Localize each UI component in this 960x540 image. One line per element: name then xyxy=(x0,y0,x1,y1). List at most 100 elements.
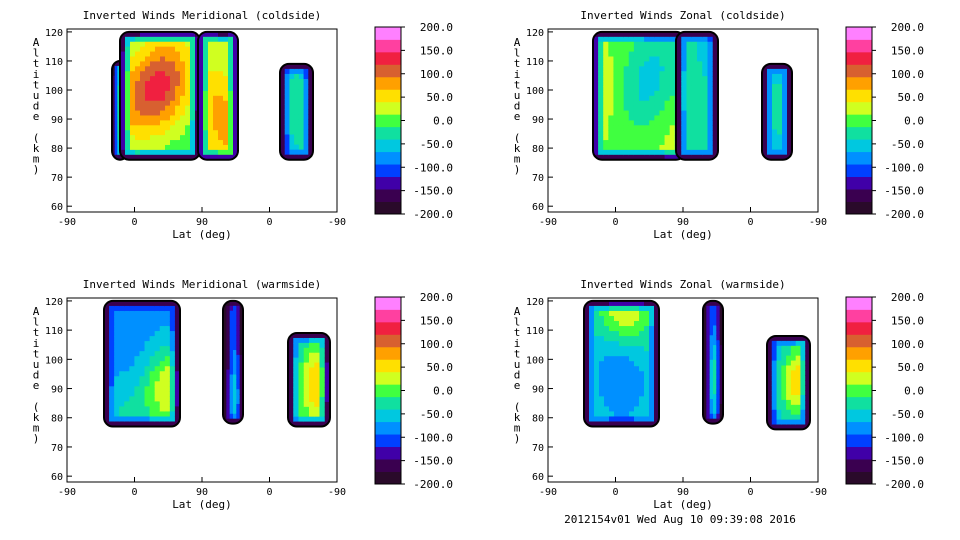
heatmap-cell xyxy=(623,36,630,43)
heatmap-cell xyxy=(676,149,682,156)
heatmap-cell xyxy=(198,36,204,43)
heatmap-cell xyxy=(639,361,645,367)
heatmap-cell xyxy=(174,321,180,327)
heatmap-cell xyxy=(114,105,118,111)
heatmap-cell xyxy=(795,385,802,391)
heatmap-cell xyxy=(644,46,650,53)
heatmap-cell xyxy=(598,61,604,67)
heatmap-cell xyxy=(203,95,209,102)
heatmap-cell xyxy=(805,355,810,362)
heatmap-cell xyxy=(767,355,773,362)
heatmap-cell xyxy=(719,389,723,395)
colorbar-tick-label: 0.0 xyxy=(433,115,453,128)
heatmap-cell xyxy=(686,95,693,102)
heatmap-cell xyxy=(223,310,227,317)
y-tick-label: 60 xyxy=(51,472,63,483)
heatmap-cell xyxy=(185,90,191,97)
heatmap-cell xyxy=(190,31,196,38)
heatmap-cell xyxy=(664,95,671,102)
heatmap-cell xyxy=(767,350,773,357)
heatmap-cell xyxy=(644,95,650,102)
heatmap-cell xyxy=(135,51,141,58)
heatmap-cell xyxy=(226,364,231,371)
heatmap-cell xyxy=(707,61,714,67)
heatmap-cell xyxy=(223,120,229,126)
heatmap-cell xyxy=(593,56,599,62)
heatmap-cell xyxy=(174,366,180,372)
heatmap-cell xyxy=(771,385,778,391)
y-tick-label: 90 xyxy=(532,115,544,126)
heatmap-cell xyxy=(314,416,321,423)
heatmap-cell xyxy=(604,376,610,382)
region-outline xyxy=(287,332,331,428)
heatmap-cell xyxy=(712,41,718,48)
heatmap-cell xyxy=(233,413,237,420)
heatmap-cell xyxy=(649,336,655,342)
heatmap-cell xyxy=(716,320,721,327)
heatmap-cell xyxy=(140,125,146,131)
heatmap-cell xyxy=(145,51,151,58)
heatmap-cell xyxy=(767,419,773,426)
heatmap-cell xyxy=(609,421,615,427)
heatmap-cell xyxy=(639,381,645,387)
heatmap-cell xyxy=(149,300,156,307)
heatmap-cell xyxy=(288,416,294,423)
heatmap-cell xyxy=(703,325,707,331)
heatmap-cell xyxy=(709,399,714,405)
heatmap-cell xyxy=(713,413,717,420)
heatmap-cell xyxy=(676,100,682,107)
heatmap-cell xyxy=(229,330,234,336)
heatmap-cell xyxy=(639,90,645,97)
heatmap-cell xyxy=(293,421,300,427)
heatmap-cell xyxy=(135,140,141,146)
heatmap-cell xyxy=(104,321,110,327)
heatmap-cell xyxy=(119,341,125,347)
heatmap-cell xyxy=(702,154,709,160)
heatmap-cell xyxy=(284,68,291,75)
heatmap-cell xyxy=(185,115,191,121)
heatmap-cell xyxy=(109,386,115,392)
heatmap-cell xyxy=(284,129,291,136)
heatmap-cell xyxy=(109,371,115,377)
heatmap-cell xyxy=(805,395,810,401)
heatmap-cell xyxy=(618,36,625,43)
heatmap-cell xyxy=(719,310,723,317)
heatmap-cell xyxy=(293,357,300,364)
heatmap-cell xyxy=(707,105,714,112)
heatmap-cell xyxy=(223,369,227,376)
heatmap-cell xyxy=(233,110,238,117)
heatmap-cell xyxy=(777,149,783,156)
y-tick-label: 60 xyxy=(51,202,63,213)
heatmap-cell xyxy=(170,125,176,131)
heatmap-cell xyxy=(154,336,161,342)
heatmap-cell xyxy=(707,90,714,97)
heatmap-cell xyxy=(623,100,630,107)
heatmap-cell xyxy=(203,115,209,121)
heatmap-cell xyxy=(767,340,773,347)
heatmap-cell xyxy=(226,349,231,356)
heatmap-cell xyxy=(223,325,227,331)
heatmap-cell xyxy=(787,99,792,105)
heatmap-cell xyxy=(619,386,625,392)
heatmap-cell xyxy=(154,386,161,392)
heatmap-cell xyxy=(149,406,156,413)
heatmap-cell xyxy=(314,401,321,408)
heatmap-cell xyxy=(170,56,176,62)
heatmap-cell xyxy=(618,144,625,151)
heatmap-cell xyxy=(114,351,120,357)
heatmap-cell xyxy=(175,140,181,146)
heatmap-cell xyxy=(716,335,721,341)
heatmap-cell xyxy=(139,406,146,413)
heatmap-cell xyxy=(117,125,121,131)
heatmap-cell xyxy=(593,115,599,121)
heatmap-cell xyxy=(174,341,180,347)
heatmap-cell xyxy=(308,134,313,141)
region-outline xyxy=(279,62,314,161)
heatmap-cell xyxy=(125,56,131,62)
heatmap-cell xyxy=(686,76,693,82)
region-outline xyxy=(103,299,181,428)
heatmap-cell xyxy=(319,411,326,418)
colorbar-swatch xyxy=(846,151,872,165)
heatmap-cell xyxy=(228,81,234,87)
heatmap-cell xyxy=(604,411,610,418)
